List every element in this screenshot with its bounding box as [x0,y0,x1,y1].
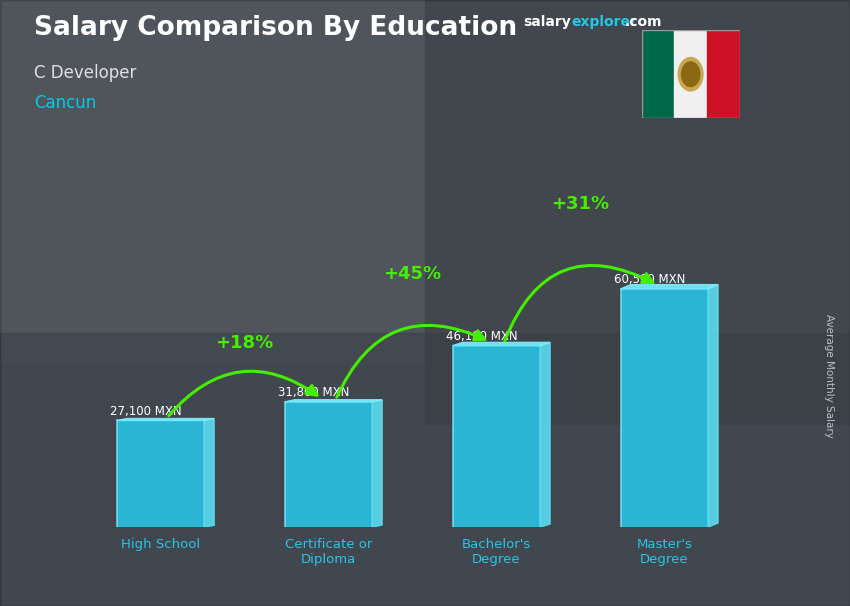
Polygon shape [204,419,214,527]
Circle shape [682,62,700,87]
Bar [674,30,707,118]
Bar [425,0,850,424]
Polygon shape [708,285,718,527]
Polygon shape [540,342,550,527]
Bar [285,402,372,527]
FancyArrowPatch shape [505,265,653,341]
Bar [453,345,540,527]
Polygon shape [453,342,550,345]
Text: 46,100 MXN: 46,100 MXN [446,330,518,343]
Bar [707,30,740,118]
Bar [620,289,708,527]
Polygon shape [372,400,382,527]
Text: 31,800 MXN: 31,800 MXN [278,386,349,399]
Text: explorer: explorer [571,15,638,29]
Text: +31%: +31% [552,195,609,213]
Text: 27,100 MXN: 27,100 MXN [110,405,182,418]
Bar [0,333,850,606]
Polygon shape [620,285,718,289]
Text: .com: .com [625,15,662,29]
Text: salary: salary [523,15,570,29]
Text: +45%: +45% [383,265,441,282]
FancyArrowPatch shape [337,325,484,398]
Text: Cancun: Cancun [34,94,96,112]
Circle shape [678,58,703,91]
FancyArrowPatch shape [169,371,317,416]
Text: +18%: +18% [215,333,274,351]
Polygon shape [116,419,214,421]
Text: Average Monthly Salary: Average Monthly Salary [824,314,834,438]
Text: 60,500 MXN: 60,500 MXN [614,273,685,286]
Bar [0,0,425,364]
Bar [642,30,674,118]
Text: C Developer: C Developer [34,64,136,82]
Text: Salary Comparison By Education: Salary Comparison By Education [34,15,517,41]
Bar [116,421,204,527]
Polygon shape [285,400,382,402]
